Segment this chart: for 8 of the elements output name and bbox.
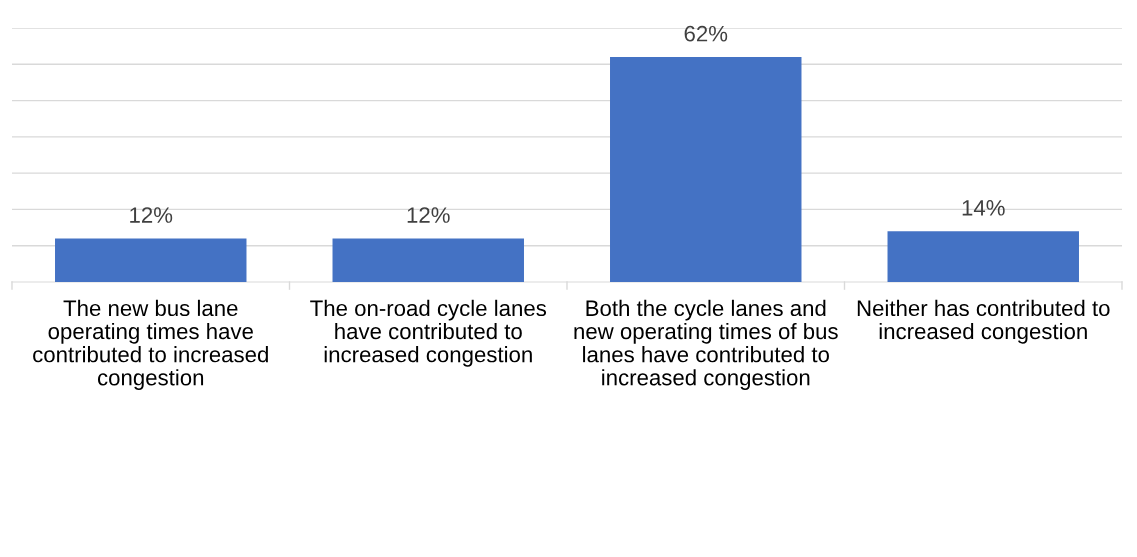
x-tick-label: Neither has contributed to increased congestion: [857, 299, 1110, 344]
data-label: 12%: [130, 207, 173, 223]
x-tick-label: The new bus lane operating times have contributed to increased congestion: [33, 299, 268, 390]
data-label: 62%: [684, 25, 728, 42]
data-label: 12%: [407, 207, 450, 223]
x-tick-label: The on-road cycle lanes have contributed to increased congestion: [310, 299, 547, 367]
x-tick-label: Both the cycle lanes and new operating times of bus lanes have contributed to increased congestion: [574, 299, 838, 390]
data-label: 14%: [962, 200, 1005, 216]
